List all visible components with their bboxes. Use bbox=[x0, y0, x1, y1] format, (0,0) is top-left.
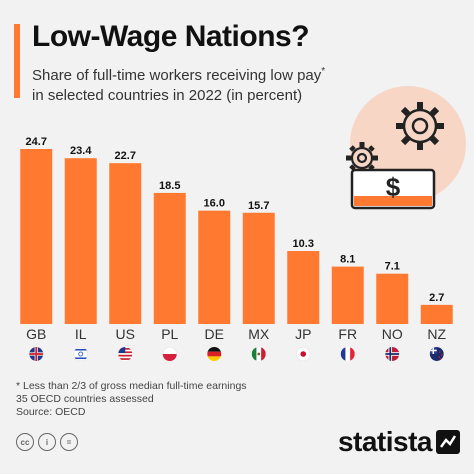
value-label-no: 7.1 bbox=[385, 261, 400, 273]
category-label-fr: FR bbox=[338, 326, 357, 342]
statista-logo-text: statista bbox=[337, 426, 433, 457]
no-derivatives-icon[interactable]: = bbox=[60, 433, 78, 451]
banknote-dollar-icon: $ bbox=[350, 168, 436, 210]
bar-mx bbox=[242, 212, 275, 324]
bar-pl bbox=[153, 192, 186, 324]
category-label-gb: GB bbox=[26, 326, 46, 342]
value-label-pl: 18.5 bbox=[159, 180, 180, 192]
source-note: Source: OECD bbox=[16, 406, 86, 418]
money-gears-illustration-icon: $ bbox=[346, 86, 466, 210]
bar-nz bbox=[420, 304, 453, 324]
large-gear-icon bbox=[396, 102, 444, 150]
category-label-de: DE bbox=[205, 326, 224, 342]
statista-logo-mark-icon bbox=[436, 430, 460, 454]
bar-il bbox=[64, 158, 97, 324]
category-label-jp: JP bbox=[295, 326, 311, 342]
value-label-jp: 10.3 bbox=[293, 238, 314, 250]
statista-logo[interactable]: statista bbox=[338, 426, 460, 458]
value-label-nz: 2.7 bbox=[429, 292, 444, 304]
bar-jp bbox=[287, 251, 320, 324]
license-icons: cc i = bbox=[16, 433, 78, 451]
subtitle-text-line2: in selected countries in 2022 (in percen… bbox=[32, 87, 303, 104]
accent-bar bbox=[14, 24, 20, 98]
category-label-il: IL bbox=[75, 326, 87, 342]
value-label-fr: 8.1 bbox=[340, 254, 355, 266]
bar-de bbox=[198, 210, 231, 324]
footnote-sample: 35 OECD countries assessed bbox=[16, 393, 154, 405]
category-label-us: US bbox=[116, 326, 135, 342]
category-label-nz: NZ bbox=[427, 326, 446, 342]
value-label-il: 23.4 bbox=[70, 145, 92, 157]
mx-flag-icon bbox=[251, 347, 266, 361]
fr-flag-icon bbox=[340, 347, 355, 361]
footnote-definition: * Less than 2/3 of gross median full-tim… bbox=[16, 380, 247, 392]
value-label-gb: 24.7 bbox=[26, 136, 47, 148]
no-flag-icon bbox=[385, 347, 400, 361]
attribution-icon[interactable]: i bbox=[38, 433, 56, 451]
bar-chart: 24.7 GB 23.4 IL 22.7 US 18.5 PL 16.0 DE 15.7 MX 10.3… bbox=[20, 136, 453, 361]
nz-flag-icon bbox=[429, 347, 444, 361]
chart-subtitle: Share of full-time workers receiving low… bbox=[32, 62, 362, 106]
value-label-mx: 15.7 bbox=[248, 200, 269, 212]
subtitle-text: Share of full-time workers receiving low… bbox=[32, 67, 322, 84]
value-label-us: 22.7 bbox=[115, 150, 136, 162]
il-flag-icon bbox=[73, 347, 88, 361]
category-label-pl: PL bbox=[161, 326, 178, 342]
us-flag-icon bbox=[118, 347, 133, 361]
de-flag-icon bbox=[207, 347, 222, 361]
gb-flag-icon bbox=[29, 347, 44, 361]
pl-flag-icon bbox=[162, 347, 177, 361]
svg-text:$: $ bbox=[386, 172, 401, 202]
subtitle-footnote-mark: * bbox=[321, 66, 326, 77]
footnote: * Less than 2/3 of gross median full-tim… bbox=[16, 380, 247, 419]
category-label-no: NO bbox=[382, 326, 403, 342]
category-label-mx: MX bbox=[248, 326, 270, 342]
bar-us bbox=[109, 163, 142, 324]
jp-flag-icon bbox=[296, 347, 311, 361]
bar-gb bbox=[20, 149, 53, 324]
value-label-de: 16.0 bbox=[204, 198, 225, 210]
bar-fr bbox=[331, 266, 364, 324]
bar-no bbox=[376, 273, 409, 324]
creative-commons-icon[interactable]: cc bbox=[16, 433, 34, 451]
chart-title: Low-Wage Nations? bbox=[32, 20, 310, 53]
